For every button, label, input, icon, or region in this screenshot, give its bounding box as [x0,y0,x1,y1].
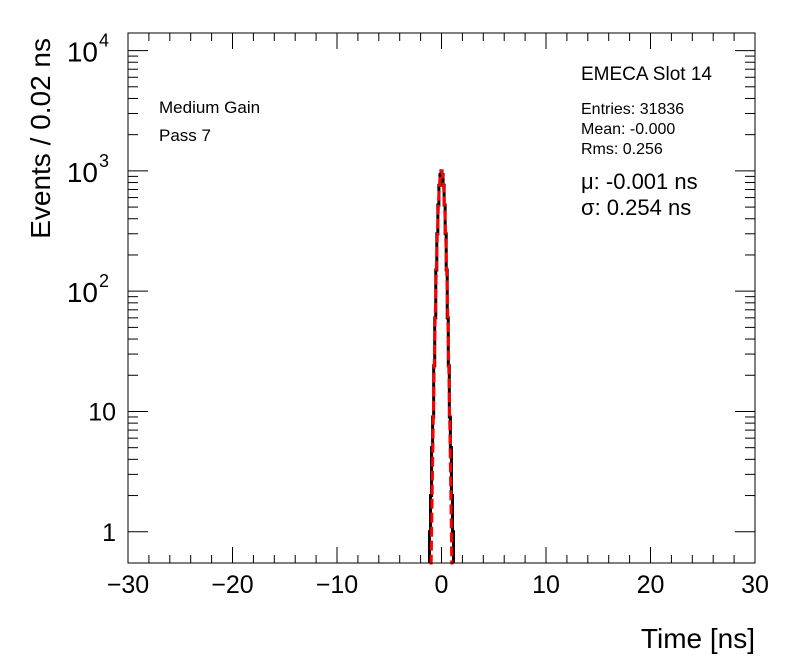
x-tick-label: −10 [316,571,358,599]
fit-sigma: σ: 0.254 ns [581,195,691,220]
x-tick-label: 10 [532,571,560,599]
y-tick-label-exponent: 3 [99,151,109,171]
plot-curves [427,169,456,565]
y-axis-label: Events / 0.02 ns [25,38,56,239]
x-tick-label: −20 [211,571,253,599]
stats-entries: Entries: 31836 [581,101,684,118]
y-tick-label-exponent: 2 [99,271,109,291]
y-tick-label: 10 [67,157,98,188]
x-tick-label: 20 [637,571,665,599]
y-tick-label: 10 [67,37,98,68]
pass-label: Pass 7 [159,126,211,145]
y-tick-label: 10 [88,398,116,426]
stats-title: EMECA Slot 14 [581,64,712,85]
x-tick-label: 0 [435,571,449,599]
fit-mu: μ: -0.001 ns [581,169,698,194]
stats-mean: Mean: -0.000 [581,121,675,138]
x-tick-label: −30 [107,571,149,599]
y-tick-label: 10 [67,277,98,308]
x-tick-label: 30 [741,571,769,599]
gain-label: Medium Gain [159,98,260,117]
y-tick-label: 1 [102,519,116,547]
stats-rms: Rms: 0.256 [581,141,663,158]
x-axis-label: Time [ns] [641,623,755,654]
plot-frame [127,32,756,564]
y-tick-label-exponent: 4 [99,31,109,51]
gaussian-fit-line [429,169,454,565]
